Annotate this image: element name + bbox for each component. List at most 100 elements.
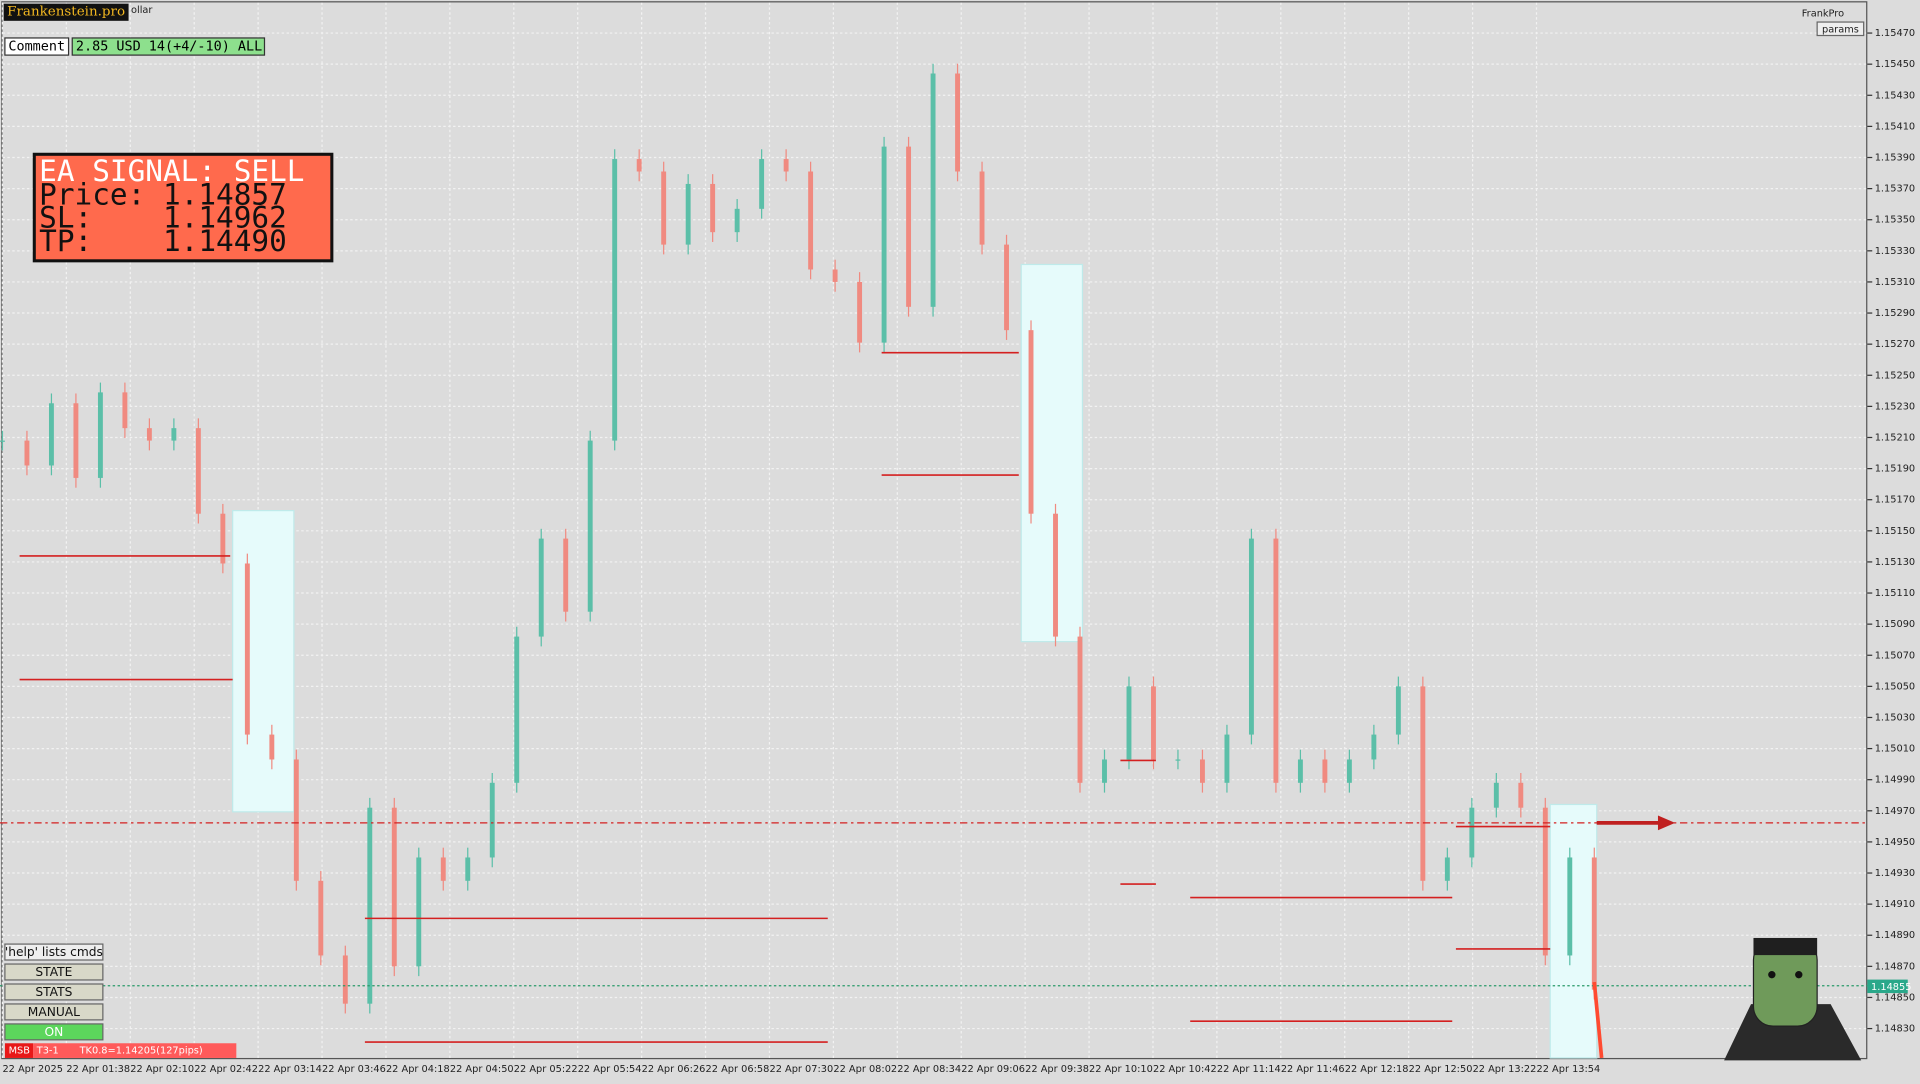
candle xyxy=(1322,759,1328,783)
candle xyxy=(1591,857,1597,990)
signal-title: EA SIGNAL: SELL xyxy=(39,154,304,188)
time-label: 22 Apr 02:10 xyxy=(130,1064,194,1075)
comment-box xyxy=(4,37,70,56)
mascot xyxy=(1724,937,1862,1061)
time-label: 22 Apr 12:18 xyxy=(1345,1064,1409,1075)
current-price: 1.14855 xyxy=(1871,982,1911,993)
candle xyxy=(1248,538,1254,735)
price-tick-label: 1.15410 xyxy=(1875,121,1915,132)
time-label: 22 Apr 09:06 xyxy=(961,1064,1025,1075)
button[interactable] xyxy=(4,943,104,961)
price-tick-label: 1.15170 xyxy=(1875,495,1915,506)
time-label: 22 Apr 2025 xyxy=(2,1064,62,1075)
mascot-hair xyxy=(1753,937,1818,956)
mascot-eye xyxy=(1768,971,1776,979)
candle xyxy=(1200,759,1205,783)
candle xyxy=(1395,686,1401,735)
time-label: 22 Apr 06:26 xyxy=(642,1064,706,1075)
candle xyxy=(1420,686,1426,881)
price-tick-label: 1.15350 xyxy=(1875,215,1915,226)
price-tick-label: 1.15150 xyxy=(1875,526,1915,537)
candle xyxy=(955,73,960,172)
time-label: 22 Apr 04:50 xyxy=(450,1064,514,1075)
button-label[interactable]: ON xyxy=(44,1025,63,1039)
candle xyxy=(1542,807,1548,956)
candle xyxy=(759,159,765,209)
price-tick-label: 1.15050 xyxy=(1875,681,1915,692)
price-tick-label: 1.14870 xyxy=(1875,961,1915,972)
candle xyxy=(1077,636,1083,783)
button-label[interactable]: 'help' lists cmds xyxy=(5,945,103,959)
candle xyxy=(293,759,299,881)
sell-arrow xyxy=(1592,981,1604,1059)
candle xyxy=(1175,759,1181,761)
mascot-eye xyxy=(1795,971,1803,979)
candle xyxy=(661,171,667,245)
candle xyxy=(1224,734,1230,783)
button[interactable] xyxy=(4,963,104,981)
signal-sl: SL: 1.14962 xyxy=(39,201,287,235)
button-label[interactable]: MANUAL xyxy=(28,1005,80,1019)
button-panel: 'help' lists cmds STATE STATS MANUAL ON xyxy=(4,943,104,1041)
candle xyxy=(146,428,152,441)
candle xyxy=(514,636,520,783)
symbol: ollar xyxy=(131,5,153,16)
candle xyxy=(1518,782,1524,808)
button-label[interactable]: STATE xyxy=(35,965,72,979)
candles xyxy=(0,63,1597,1014)
candle xyxy=(685,183,691,245)
button[interactable] xyxy=(4,1023,104,1041)
price-tick-label: 1.15070 xyxy=(1875,650,1915,661)
status-tag: MSB xyxy=(9,1046,31,1057)
candle xyxy=(195,428,201,514)
candle xyxy=(857,281,863,343)
price-tick-label: 1.15110 xyxy=(1875,588,1915,599)
price-tick-label: 1.15130 xyxy=(1875,557,1915,568)
price-tick-label: 1.15030 xyxy=(1875,712,1915,723)
price-tick-label: 1.14850 xyxy=(1875,992,1915,1003)
candle xyxy=(1371,734,1377,760)
params-label[interactable]: params xyxy=(1822,24,1859,35)
price-tick-label: 1.14910 xyxy=(1875,899,1915,910)
candle xyxy=(1126,686,1132,760)
comment-value: 2.85 USD 14(+4/-10) ALL xyxy=(76,40,262,55)
price-tick-label: 1.15290 xyxy=(1875,308,1915,319)
candle xyxy=(391,807,397,967)
button[interactable] xyxy=(4,983,104,1001)
price-tick-label: 1.14830 xyxy=(1875,1024,1915,1035)
candle xyxy=(612,159,618,441)
button[interactable] xyxy=(4,1003,104,1021)
time-label: 22 Apr 03:14 xyxy=(258,1064,322,1075)
time-label: 22 Apr 05:54 xyxy=(578,1064,642,1075)
candle xyxy=(587,440,593,612)
price-tick-label: 1.15470 xyxy=(1875,28,1915,39)
candle xyxy=(24,440,30,466)
button-label[interactable]: STATS xyxy=(35,985,72,999)
time-label: 22 Apr 08:34 xyxy=(897,1064,961,1075)
levels xyxy=(19,351,1551,1043)
time-label: 22 Apr 02:42 xyxy=(194,1064,258,1075)
candle xyxy=(220,513,226,564)
time-label: 22 Apr 13:54 xyxy=(1536,1064,1600,1075)
price-tick-label: 1.15430 xyxy=(1875,90,1915,101)
comment-value-box xyxy=(71,37,266,56)
candle xyxy=(97,392,103,478)
candle xyxy=(465,857,471,881)
signal-arrowhead xyxy=(1657,815,1676,831)
highlight-zones xyxy=(232,263,1598,1059)
time-label: 22 Apr 01:38 xyxy=(66,1064,130,1075)
candle xyxy=(979,171,985,245)
candle xyxy=(636,159,642,172)
zone xyxy=(1549,803,1598,1059)
candle xyxy=(1102,759,1107,783)
status-box xyxy=(33,1043,237,1058)
price-tick-label: 1.14990 xyxy=(1875,775,1915,786)
time-label: 22 Apr 10:42 xyxy=(1153,1064,1217,1075)
price-tick-label: 1.15330 xyxy=(1875,246,1915,257)
candle xyxy=(1444,857,1450,881)
params-button[interactable] xyxy=(1816,21,1865,37)
price-tick-label: 1.14890 xyxy=(1875,930,1915,941)
price-tick-label: 1.15190 xyxy=(1875,464,1915,475)
